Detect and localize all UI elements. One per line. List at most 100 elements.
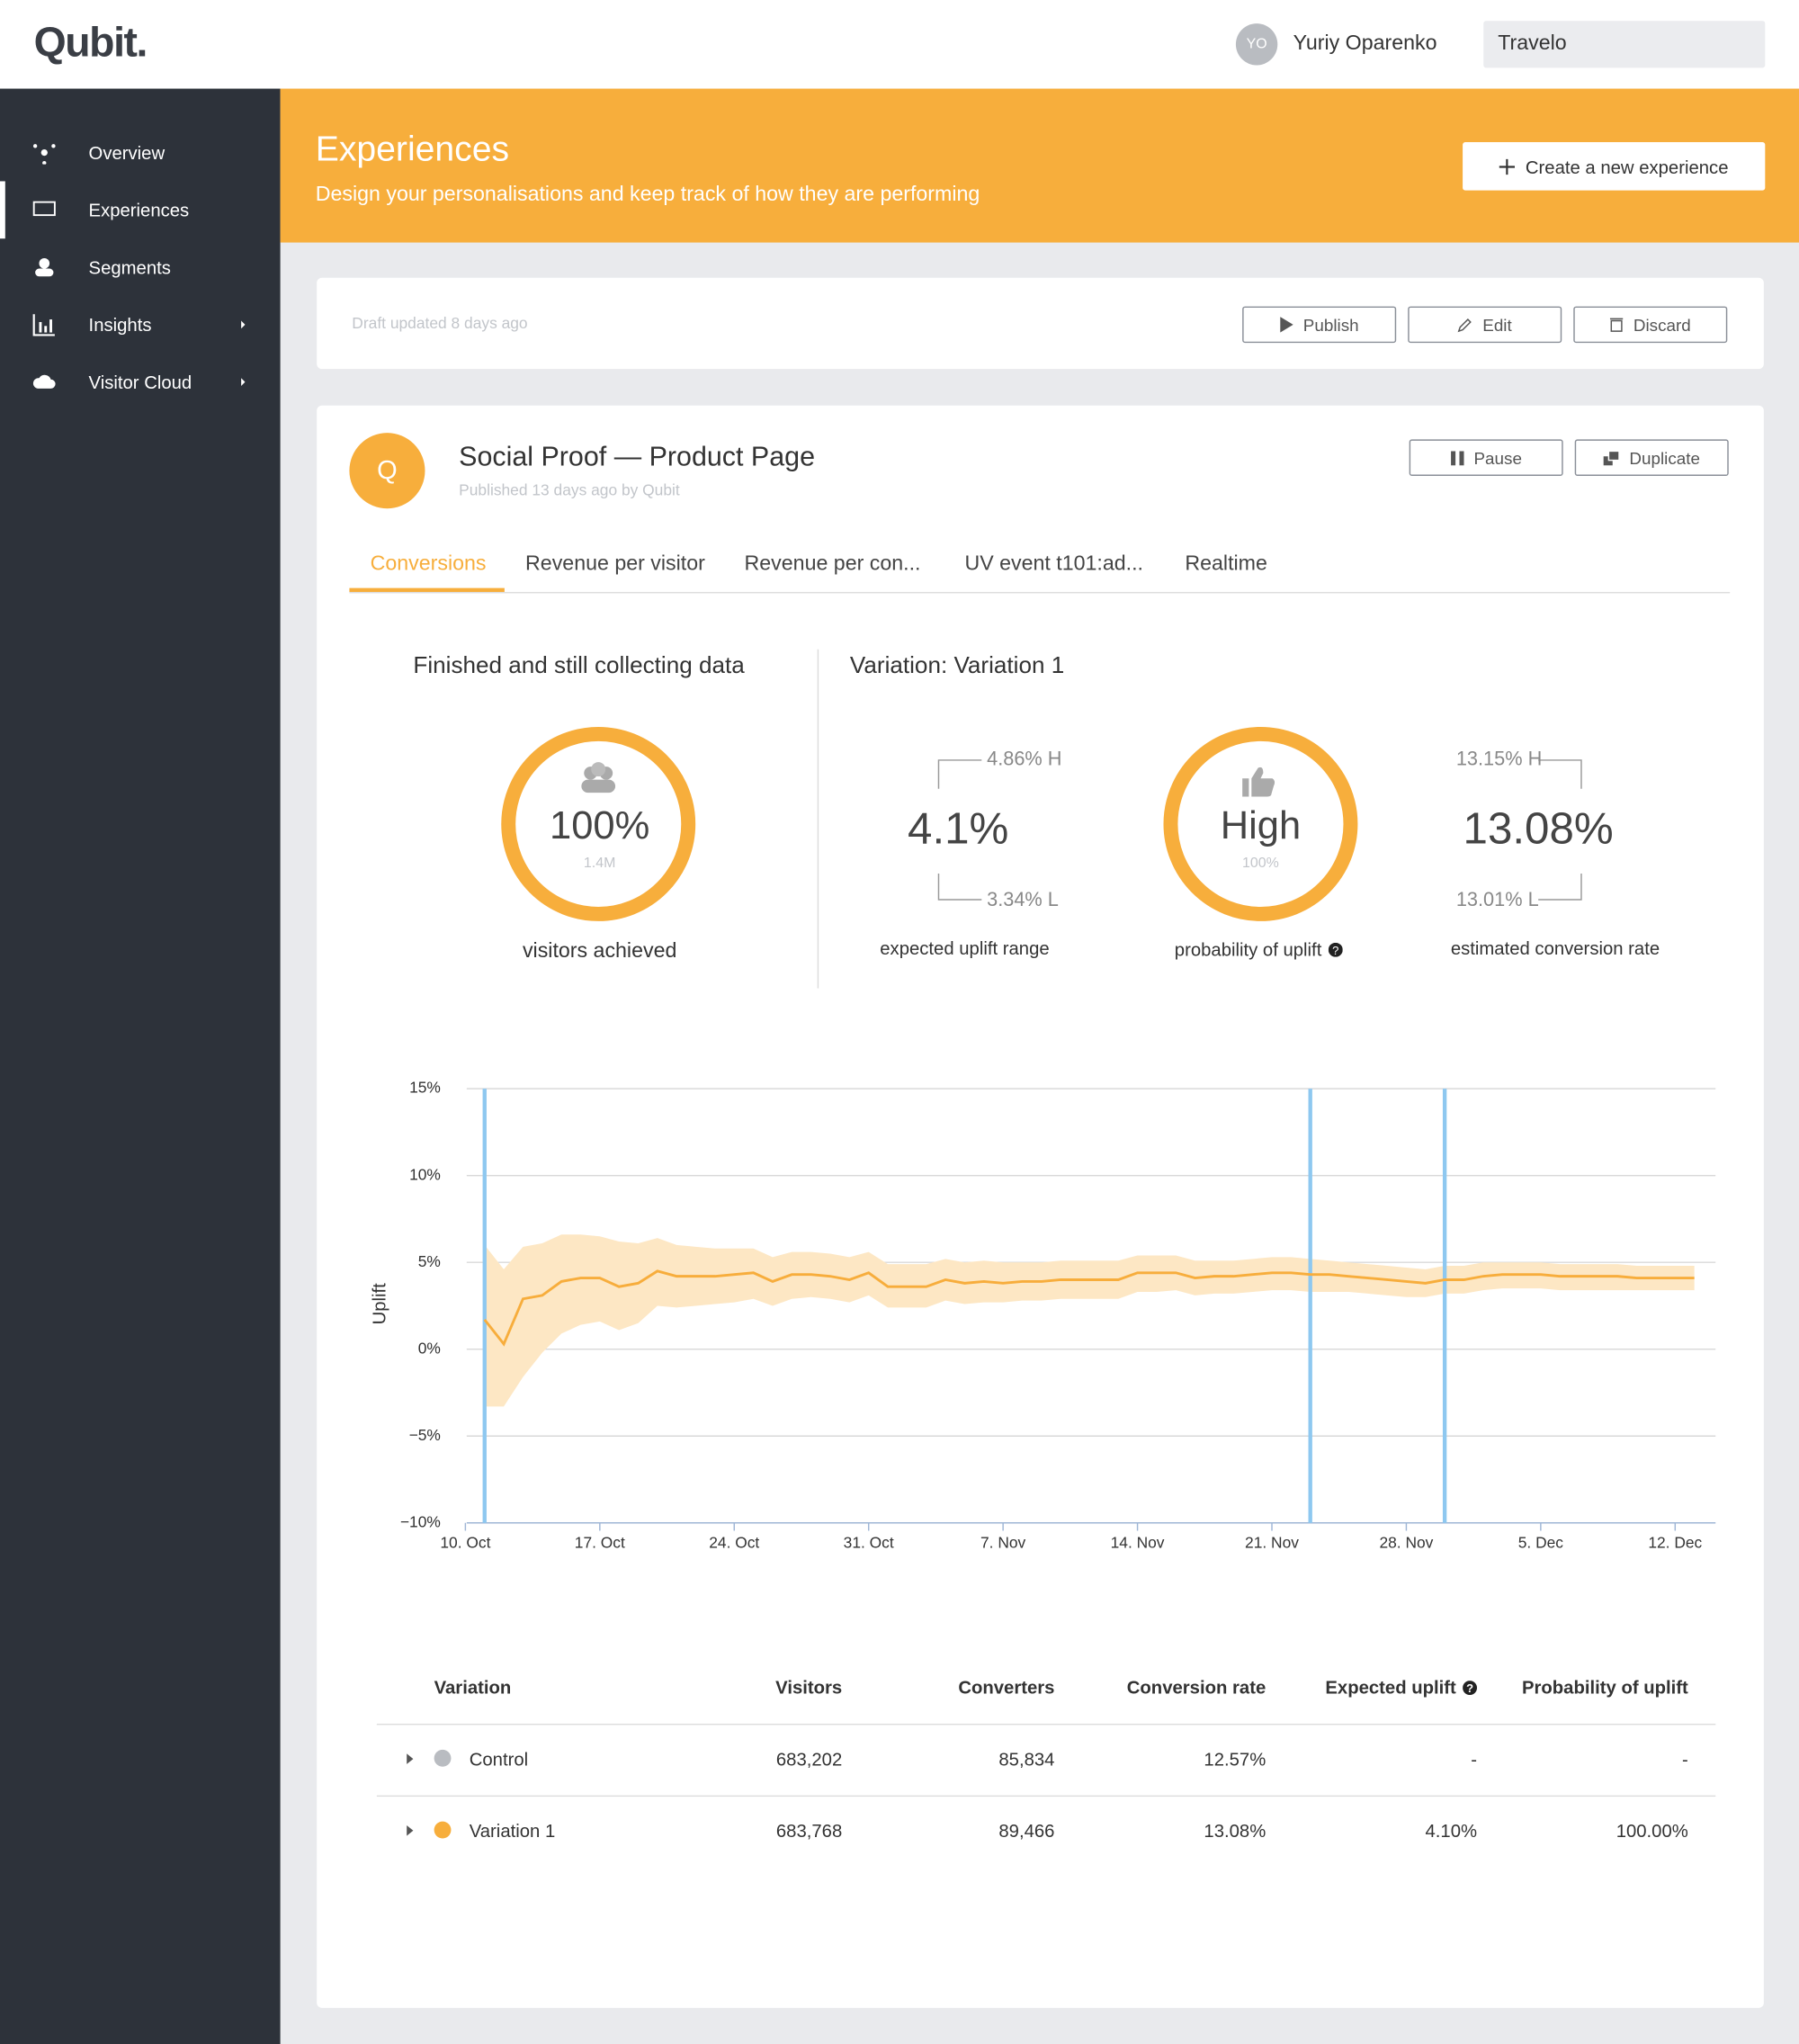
uplift-line: [483, 1269, 1695, 1347]
uplift-chart: Uplift −10% −5% 0% 5% 10% 15% 10. Oct 17. Oct 24…: [371, 1079, 1716, 1552]
uplift-value: 4.1%: [908, 804, 1009, 855]
svg-text:?: ?: [1332, 943, 1338, 956]
column-header: Conversion rate: [1126, 1676, 1266, 1698]
conversion-label: estimated conversion rate: [1450, 937, 1660, 959]
draft-status: Draft updated 8 days ago: [352, 314, 528, 333]
y-tick-label: 0%: [418, 1339, 441, 1357]
conversion-value: 13.08%: [1463, 804, 1614, 855]
button-label[interactable]: Edit: [1482, 314, 1512, 335]
tab[interactable]: Revenue per con...: [744, 552, 921, 576]
active-indicator: [0, 181, 5, 239]
tab[interactable]: Realtime: [1185, 552, 1267, 576]
expand-arrow[interactable]: [407, 1824, 414, 1836]
divider: [817, 649, 819, 989]
experience-meta: Published 13 days ago by Qubit: [459, 480, 680, 500]
nav-item[interactable]: Experiences: [0, 181, 281, 238]
button-label[interactable]: Pause: [1473, 447, 1522, 468]
y-axis-label: Uplift: [371, 1283, 390, 1325]
progress-ring: [501, 726, 696, 921]
nav-label[interactable]: Insights: [88, 314, 152, 336]
help-icon[interactable]: ?: [1463, 1680, 1478, 1695]
nav-label[interactable]: Overview: [88, 141, 166, 164]
variation-title: Variation: Variation 1: [849, 651, 1065, 678]
tab[interactable]: Revenue per visitor: [525, 552, 705, 576]
column-header-cell: Expected uplift?: [1291, 1676, 1478, 1698]
nav-item[interactable]: Insights: [0, 296, 281, 354]
icon: [1609, 318, 1624, 332]
x-tick-label: 12. Dec: [1648, 1534, 1702, 1552]
chevron: [241, 378, 246, 386]
x-tick-label: 5. Dec: [1518, 1534, 1564, 1552]
table-cell: -: [1471, 1748, 1478, 1770]
icon: [32, 144, 56, 165]
edit-button[interactable]: Edit: [1408, 306, 1562, 344]
tab[interactable]: UV event t101:ad...: [964, 552, 1143, 576]
icon: [1450, 450, 1463, 465]
logo[interactable]: Qubit.: [33, 18, 148, 66]
nav-item[interactable]: Visitor Cloud: [0, 354, 281, 411]
banner: Experiences Design your personalisations…: [280, 88, 1799, 243]
y-tick-label: −5%: [409, 1426, 441, 1444]
table-cell: 100.00%: [1616, 1820, 1688, 1842]
top-bar: Qubit. YO Yuriy Oparenko Travelo: [0, 0, 1799, 90]
row-rule: [376, 1723, 1716, 1726]
icon: [32, 314, 55, 336]
svg-text:?: ?: [1466, 1681, 1473, 1694]
row-rule: [376, 1795, 1716, 1797]
page-subtitle: Design your personalisations and keep tr…: [315, 184, 980, 206]
status-title: Finished and still collecting data: [413, 651, 745, 678]
progress-label: visitors achieved: [522, 939, 677, 963]
expand-arrow[interactable]: [407, 1753, 414, 1764]
table-cell: 4.10%: [1425, 1820, 1478, 1842]
x-tick-label: 21. Nov: [1245, 1534, 1299, 1552]
button-label[interactable]: Create a new experience: [1525, 156, 1729, 177]
table-cell: 85,834: [998, 1748, 1055, 1770]
tab[interactable]: Conversions: [370, 552, 487, 576]
button-label[interactable]: Publish: [1302, 314, 1359, 335]
discard-button[interactable]: Discard: [1573, 306, 1728, 344]
nav-label[interactable]: Visitor Cloud: [88, 372, 192, 393]
create-button[interactable]: Create a new experience: [1463, 141, 1766, 191]
progress-visitors: 1.4M: [583, 855, 616, 872]
nav-item[interactable]: Segments: [0, 238, 281, 296]
tab-rule: [349, 591, 1731, 594]
button-label[interactable]: Discard: [1633, 314, 1691, 335]
icon: [32, 201, 56, 217]
x-tick-label: 31. Oct: [844, 1534, 894, 1552]
publish-button[interactable]: Publish: [1242, 306, 1397, 344]
help-icon[interactable]: ?: [1328, 942, 1343, 957]
x-tick-label: 14. Nov: [1111, 1534, 1165, 1552]
user-name[interactable]: Yuriy Oparenko: [1293, 32, 1437, 55]
column-header: Converters: [958, 1676, 1055, 1698]
uplift-low: 3.34% L: [987, 889, 1059, 912]
account-select[interactable]: Travelo: [1483, 21, 1766, 68]
draft-card: Draft updated 8 days ago Publish Edit Di…: [317, 277, 1764, 370]
y-tick-label: 5%: [418, 1252, 441, 1270]
button-label[interactable]: Duplicate: [1629, 447, 1700, 468]
x-tick-label: 7. Nov: [980, 1534, 1026, 1552]
column-header: Variation: [434, 1676, 512, 1698]
column-header: Probability of uplift: [1521, 1676, 1688, 1698]
avatar[interactable]: YO: [1235, 23, 1278, 66]
variation-dot: [434, 1821, 452, 1839]
sidebar: Overview Experiences Segments Insights V…: [0, 88, 281, 2044]
x-tick-label: 24. Oct: [709, 1534, 759, 1552]
column-header: Expected uplift: [1325, 1676, 1456, 1698]
duplicate-button[interactable]: Duplicate: [1574, 439, 1729, 476]
probability-ring: [1163, 726, 1358, 921]
nav-label[interactable]: Experiences: [88, 199, 190, 220]
table-cell: Variation 1: [469, 1820, 556, 1842]
experience-title: Social Proof — Product Page: [459, 442, 816, 472]
nav-label[interactable]: Segments: [88, 256, 171, 278]
pause-button[interactable]: Pause: [1409, 439, 1563, 476]
y-tick-label: −10%: [400, 1512, 441, 1530]
x-tick-label: 28. Nov: [1379, 1534, 1433, 1552]
nav-item[interactable]: Overview: [0, 124, 281, 182]
probability-value: High: [1220, 804, 1302, 848]
chevron: [241, 320, 246, 329]
table-cell: 12.57%: [1204, 1748, 1266, 1770]
column-header: Visitors: [775, 1676, 843, 1698]
y-tick-label: 10%: [409, 1165, 441, 1183]
range-brackets: [937, 759, 1582, 901]
